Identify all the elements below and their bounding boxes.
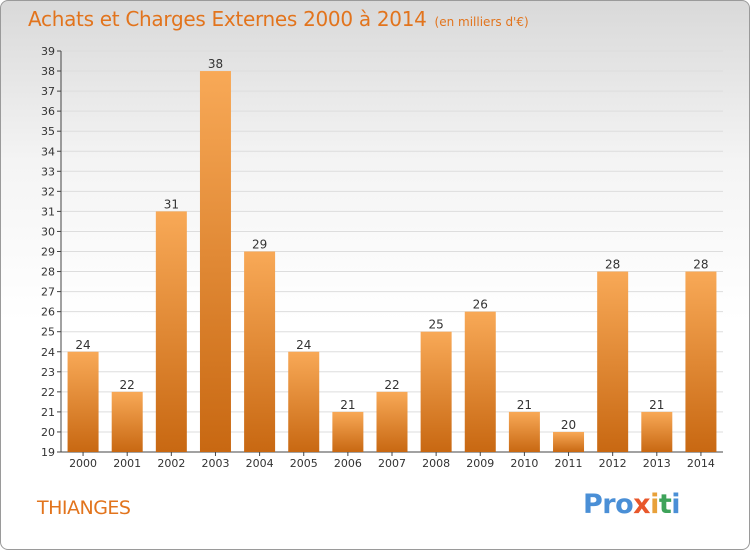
bar-value-label: 38 [208,57,223,71]
y-tick-label: 22 [41,386,55,399]
bar-value-label: 21 [649,398,664,412]
y-tick-label: 27 [41,286,55,299]
bar-value-label: 28 [693,258,708,272]
place-name: THIANGES [37,497,131,519]
x-tick-label: 2005 [290,457,318,470]
y-tick-label: 23 [41,366,55,379]
y-tick-label: 31 [41,205,55,218]
x-tick-label: 2000 [69,457,97,470]
y-tick-label: 38 [41,65,55,78]
x-tick-label: 2014 [687,457,715,470]
y-tick-label: 39 [41,45,55,58]
bar [508,411,540,452]
bar [464,311,496,452]
bar [288,351,320,452]
x-tick-label: 2010 [510,457,538,470]
y-axis-labels: 19 20 21 22 23 24 25 26 27 28 29 30 31 32 33 34 35 36 37 38… [41,45,55,459]
chart-unit-label: (en milliers d'€) [434,15,529,29]
logo-part: x [633,489,651,520]
x-axis-labels: 2000 2001 2002 2003 2004 2005 2006 2007 2008 2009… [69,457,715,470]
chart-title: Achats et Charges Externes 2000 à 2014 (e… [28,7,529,31]
bar-value-label: 25 [428,318,443,332]
x-tick-label: 2009 [466,457,494,470]
bar-value-label: 24 [75,338,90,352]
y-tick-label: 35 [41,125,55,138]
x-tick-label: 2002 [157,457,185,470]
bar-value-label: 20 [561,418,576,432]
proxiti-logo: Proxiti [583,489,681,520]
y-tick-label: 34 [41,145,55,158]
bar [597,271,629,452]
x-tick-label: 2006 [334,457,362,470]
bar-value-label: 22 [120,378,135,392]
bar [420,331,452,452]
bar-value-label: 21 [517,398,532,412]
y-tick-label: 28 [41,266,55,279]
y-tick-label: 33 [41,165,55,178]
logo-part: i [671,489,681,520]
chart-title-text: Achats et Charges Externes 2000 à 2014 [28,7,427,31]
y-tick-label: 37 [41,85,55,98]
bar [685,271,717,452]
bar-value-label: 29 [252,238,267,252]
logo-part: Pro [583,489,634,520]
bar-value-label: 28 [605,258,620,272]
y-tick-label: 25 [41,326,55,339]
bar-value-label: 26 [473,298,488,312]
bar [376,391,408,452]
y-tick-label: 36 [41,105,55,118]
x-tick-label: 2008 [422,457,450,470]
y-tick-label: 20 [41,426,55,439]
bar [553,431,585,452]
bar-value-label: 22 [384,378,399,392]
bar [332,411,364,452]
bar-value-label: 24 [296,338,311,352]
value-labels: 24 22 31 38 29 24 21 22 25 26 21 20 28 21 28 [75,57,708,432]
y-tick-label: 30 [41,225,55,238]
bar [641,411,673,452]
bar-value-label: 31 [164,197,179,211]
x-tick-label: 2001 [113,457,141,470]
x-tick-label: 2011 [555,457,583,470]
x-tick-label: 2013 [643,457,671,470]
logo-part: t [658,489,672,520]
y-tick-label: 19 [41,446,55,459]
bar [67,351,99,452]
y-tick-label: 24 [41,346,55,359]
bar [244,251,276,452]
bar [111,391,143,452]
y-tick-label: 21 [41,406,55,419]
bar-value-label: 21 [340,398,355,412]
logo-part: i [650,489,659,520]
x-tick-label: 2012 [599,457,627,470]
y-tick-label: 32 [41,185,55,198]
y-tick-label: 29 [41,246,55,259]
y-tick-label: 26 [41,306,55,319]
bar [199,71,231,453]
x-tick-label: 2004 [246,457,274,470]
x-tick-label: 2003 [201,457,229,470]
chart-bars [67,71,717,453]
x-tick-label: 2007 [378,457,406,470]
bar [155,211,187,452]
